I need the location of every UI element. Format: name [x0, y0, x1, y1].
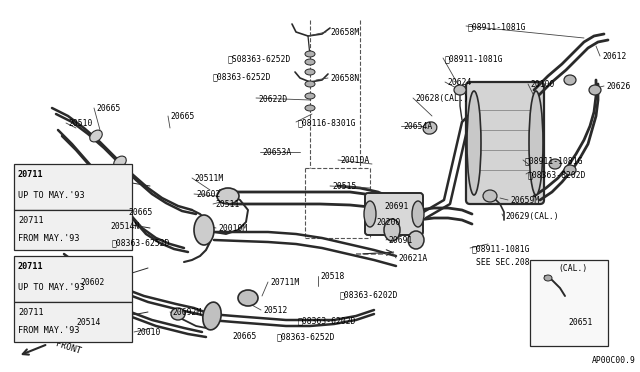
Ellipse shape [305, 59, 315, 65]
Text: 20514N: 20514N [110, 222, 140, 231]
Ellipse shape [114, 156, 126, 168]
Text: 20692M: 20692M [172, 308, 201, 317]
Text: 20612: 20612 [602, 52, 627, 61]
Bar [14, 256, 132, 302]
Text: 20622D: 20622D [258, 95, 287, 104]
Bar [530, 260, 608, 346]
Text: FROM MAY.'93: FROM MAY.'93 [18, 326, 79, 335]
Ellipse shape [589, 85, 601, 95]
Text: ⓈS08363-6252D: ⓈS08363-6252D [228, 54, 291, 63]
Text: Ⓢ08363-6202D: Ⓢ08363-6202D [340, 290, 399, 299]
Text: 20665: 20665 [96, 104, 120, 113]
Text: 20602: 20602 [80, 278, 104, 287]
Text: FRONT: FRONT [54, 340, 82, 356]
Text: Ⓢ08363-6202D: Ⓢ08363-6202D [298, 316, 356, 325]
Ellipse shape [423, 122, 437, 134]
Ellipse shape [544, 275, 552, 281]
Ellipse shape [384, 219, 400, 241]
Ellipse shape [305, 51, 315, 57]
Text: Ⓢ08363-6252D: Ⓢ08363-6252D [213, 72, 271, 81]
Text: 20651: 20651 [568, 318, 593, 327]
Ellipse shape [217, 188, 239, 204]
Text: 20659M: 20659M [510, 196, 540, 205]
Ellipse shape [305, 69, 315, 75]
Text: AP00C00.9: AP00C00.9 [592, 356, 636, 365]
Ellipse shape [305, 81, 315, 87]
Ellipse shape [467, 91, 481, 195]
Text: 20658N: 20658N [330, 74, 359, 83]
Text: 20010A: 20010A [340, 156, 369, 165]
Text: 20100: 20100 [530, 80, 554, 89]
Ellipse shape [203, 302, 221, 330]
Text: 20665: 20665 [232, 332, 257, 341]
Ellipse shape [238, 290, 258, 306]
Text: Ⓢ08363-6252D: Ⓢ08363-6252D [277, 332, 335, 341]
Text: 20511M: 20511M [194, 174, 223, 183]
Text: 20691: 20691 [384, 202, 408, 211]
Ellipse shape [454, 85, 466, 95]
Ellipse shape [194, 215, 214, 245]
Text: 20711: 20711 [18, 308, 44, 317]
Text: 20711: 20711 [18, 262, 44, 271]
Text: FROM MAY.'93: FROM MAY.'93 [18, 234, 79, 243]
Ellipse shape [100, 176, 112, 188]
Text: 20653A: 20653A [262, 148, 291, 157]
Text: Ⓝ08911-1081G: Ⓝ08911-1081G [525, 156, 584, 165]
Text: 20510: 20510 [68, 119, 92, 128]
Text: SEE SEC.208: SEE SEC.208 [476, 258, 530, 267]
Text: UP TO MAY.'93: UP TO MAY.'93 [18, 191, 84, 200]
Text: 20518: 20518 [320, 272, 344, 281]
Text: Ⓝ08911-1081G: Ⓝ08911-1081G [468, 22, 527, 31]
Text: Ⓢ08363-8202D: Ⓢ08363-8202D [528, 170, 586, 179]
Text: Ⓑ08116-8301G: Ⓑ08116-8301G [298, 118, 356, 127]
Ellipse shape [305, 93, 315, 99]
Text: 20514: 20514 [76, 318, 100, 327]
Ellipse shape [564, 75, 576, 85]
Text: 20626: 20626 [606, 82, 630, 91]
Ellipse shape [483, 190, 497, 202]
Bar [14, 302, 132, 342]
Text: 20665: 20665 [170, 112, 195, 121]
Text: 20602: 20602 [196, 190, 220, 199]
Text: 20711M: 20711M [270, 278, 300, 287]
Text: 20512: 20512 [263, 306, 287, 315]
Text: 20628(CAL.): 20628(CAL.) [415, 94, 468, 103]
Ellipse shape [408, 231, 424, 249]
Text: 20691: 20691 [388, 236, 412, 245]
Text: 20010M: 20010M [218, 224, 247, 233]
Text: 20658M: 20658M [330, 28, 359, 37]
Text: 20624: 20624 [447, 78, 472, 87]
Text: 20515: 20515 [332, 182, 356, 191]
Bar [14, 164, 132, 210]
Text: 20621A: 20621A [398, 254, 428, 263]
Ellipse shape [364, 201, 376, 227]
Text: UP TO MAY.'93: UP TO MAY.'93 [18, 283, 84, 292]
Text: 20010: 20010 [136, 328, 161, 337]
Text: 20511: 20511 [215, 200, 239, 209]
Ellipse shape [549, 159, 561, 169]
Text: 20711: 20711 [18, 170, 44, 179]
Text: 20711: 20711 [18, 216, 44, 225]
Ellipse shape [412, 201, 424, 227]
Text: 20200: 20200 [376, 218, 401, 227]
Text: 20665: 20665 [128, 208, 152, 217]
Ellipse shape [305, 105, 315, 111]
FancyBboxPatch shape [365, 193, 423, 235]
FancyBboxPatch shape [466, 82, 544, 204]
Ellipse shape [529, 91, 543, 195]
Text: Ⓝ08911-1081G: Ⓝ08911-1081G [445, 54, 504, 63]
Text: 20629(CAL.): 20629(CAL.) [505, 212, 559, 221]
Ellipse shape [564, 165, 576, 175]
Ellipse shape [171, 308, 185, 320]
Text: (CAL.): (CAL.) [558, 264, 588, 273]
Text: Ⓢ08363-6252D: Ⓢ08363-6252D [112, 238, 170, 247]
Ellipse shape [90, 130, 102, 142]
Text: Ⓝ08911-1081G: Ⓝ08911-1081G [472, 244, 531, 253]
Text: 20654A: 20654A [403, 122, 432, 131]
Bar [14, 210, 132, 250]
